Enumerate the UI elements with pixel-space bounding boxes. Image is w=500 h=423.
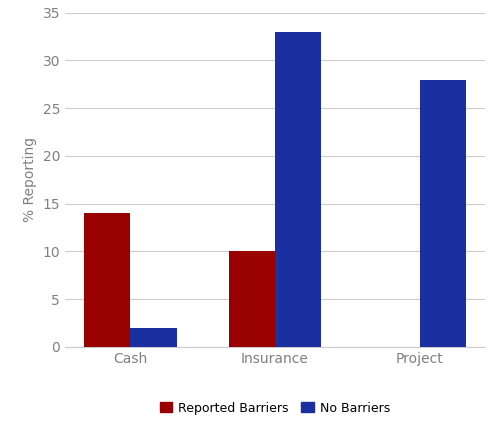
Bar <box>84 213 130 347</box>
Legend: Reported Barriers, No Barriers: Reported Barriers, No Barriers <box>154 396 396 420</box>
Y-axis label: % Reporting: % Reporting <box>23 137 37 222</box>
Bar <box>275 32 322 347</box>
Bar <box>420 80 466 347</box>
Bar <box>130 328 176 347</box>
Bar <box>228 251 275 347</box>
